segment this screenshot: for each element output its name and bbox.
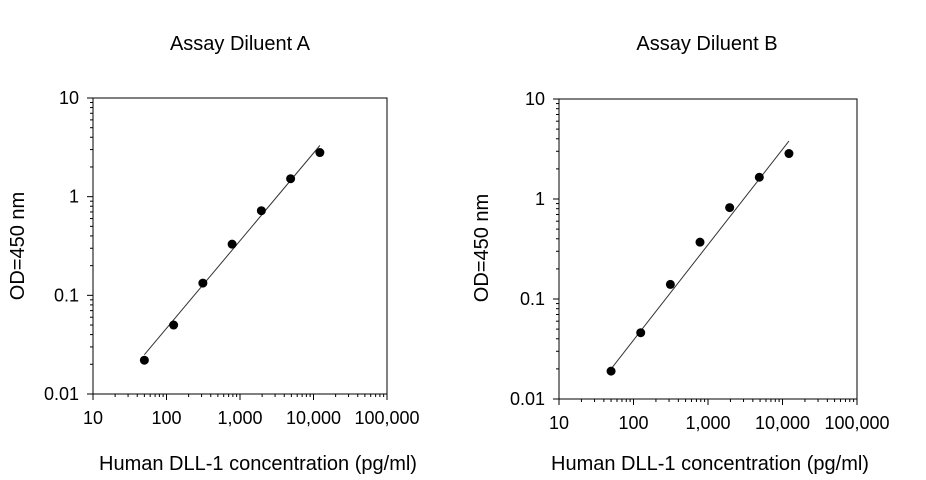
data-point <box>695 237 705 247</box>
data-point <box>665 279 675 289</box>
x-tick-label: 100,000 <box>824 413 889 433</box>
axis-ticks: 10 100 1,000 10,000 100,000 0.01 0.1 1 10 <box>44 88 420 428</box>
data-point <box>227 239 237 249</box>
plot-marks <box>606 140 794 376</box>
data-point <box>169 320 179 330</box>
x-tick-label: 10,000 <box>286 408 341 428</box>
y-tick-label: 0.01 <box>510 389 545 409</box>
data-point <box>139 355 149 365</box>
data-point <box>754 172 764 182</box>
chart-assay-diluent-b: Assay Diluent B OD=450 nm Human DLL-1 co… <box>471 33 890 475</box>
data-point <box>725 203 735 213</box>
y-tick-label: 1 <box>69 187 79 207</box>
y-tick-label: 0.1 <box>520 289 545 309</box>
axis-ticks: 10 100 1,000 10,000 100,000 0.01 0.1 1 10 <box>510 89 890 433</box>
y-axis-label: OD=450 nm <box>7 192 29 300</box>
data-point <box>198 278 208 288</box>
data-point <box>315 148 325 158</box>
data-point <box>256 206 266 216</box>
x-tick-label: 10 <box>549 413 569 433</box>
plot-marks <box>139 145 325 365</box>
data-point <box>784 149 794 159</box>
y-tick-label: 1 <box>535 189 545 209</box>
data-point <box>636 328 646 338</box>
x-tick-label: 100 <box>618 413 648 433</box>
x-tick-label: 1,000 <box>217 408 262 428</box>
x-tick-label: 1,000 <box>685 413 730 433</box>
x-axis-label: Human DLL-1 concentration (pg/ml) <box>551 453 869 475</box>
y-tick-label: 10 <box>525 89 545 109</box>
y-tick-label: 10 <box>59 88 79 108</box>
x-tick-label: 10,000 <box>755 413 810 433</box>
chart-title: Assay Diluent A <box>170 33 311 55</box>
y-axis-label: OD=450 nm <box>471 194 493 302</box>
y-tick-label: 0.1 <box>54 285 79 305</box>
x-tick-label: 10 <box>83 408 103 428</box>
chart-assay-diluent-a: Assay Diluent A OD=450 nm Human DLL-1 co… <box>7 33 420 475</box>
x-axis-label: Human DLL-1 concentration (pg/ml) <box>99 453 417 475</box>
y-tick-label: 0.01 <box>44 384 79 404</box>
x-tick-label: 100 <box>151 408 181 428</box>
plot-frame <box>92 97 388 395</box>
chart-title: Assay Diluent B <box>636 33 777 55</box>
data-point <box>286 174 296 184</box>
x-tick-label: 100,000 <box>354 408 419 428</box>
data-point <box>606 366 616 376</box>
plot-frame <box>558 98 858 400</box>
